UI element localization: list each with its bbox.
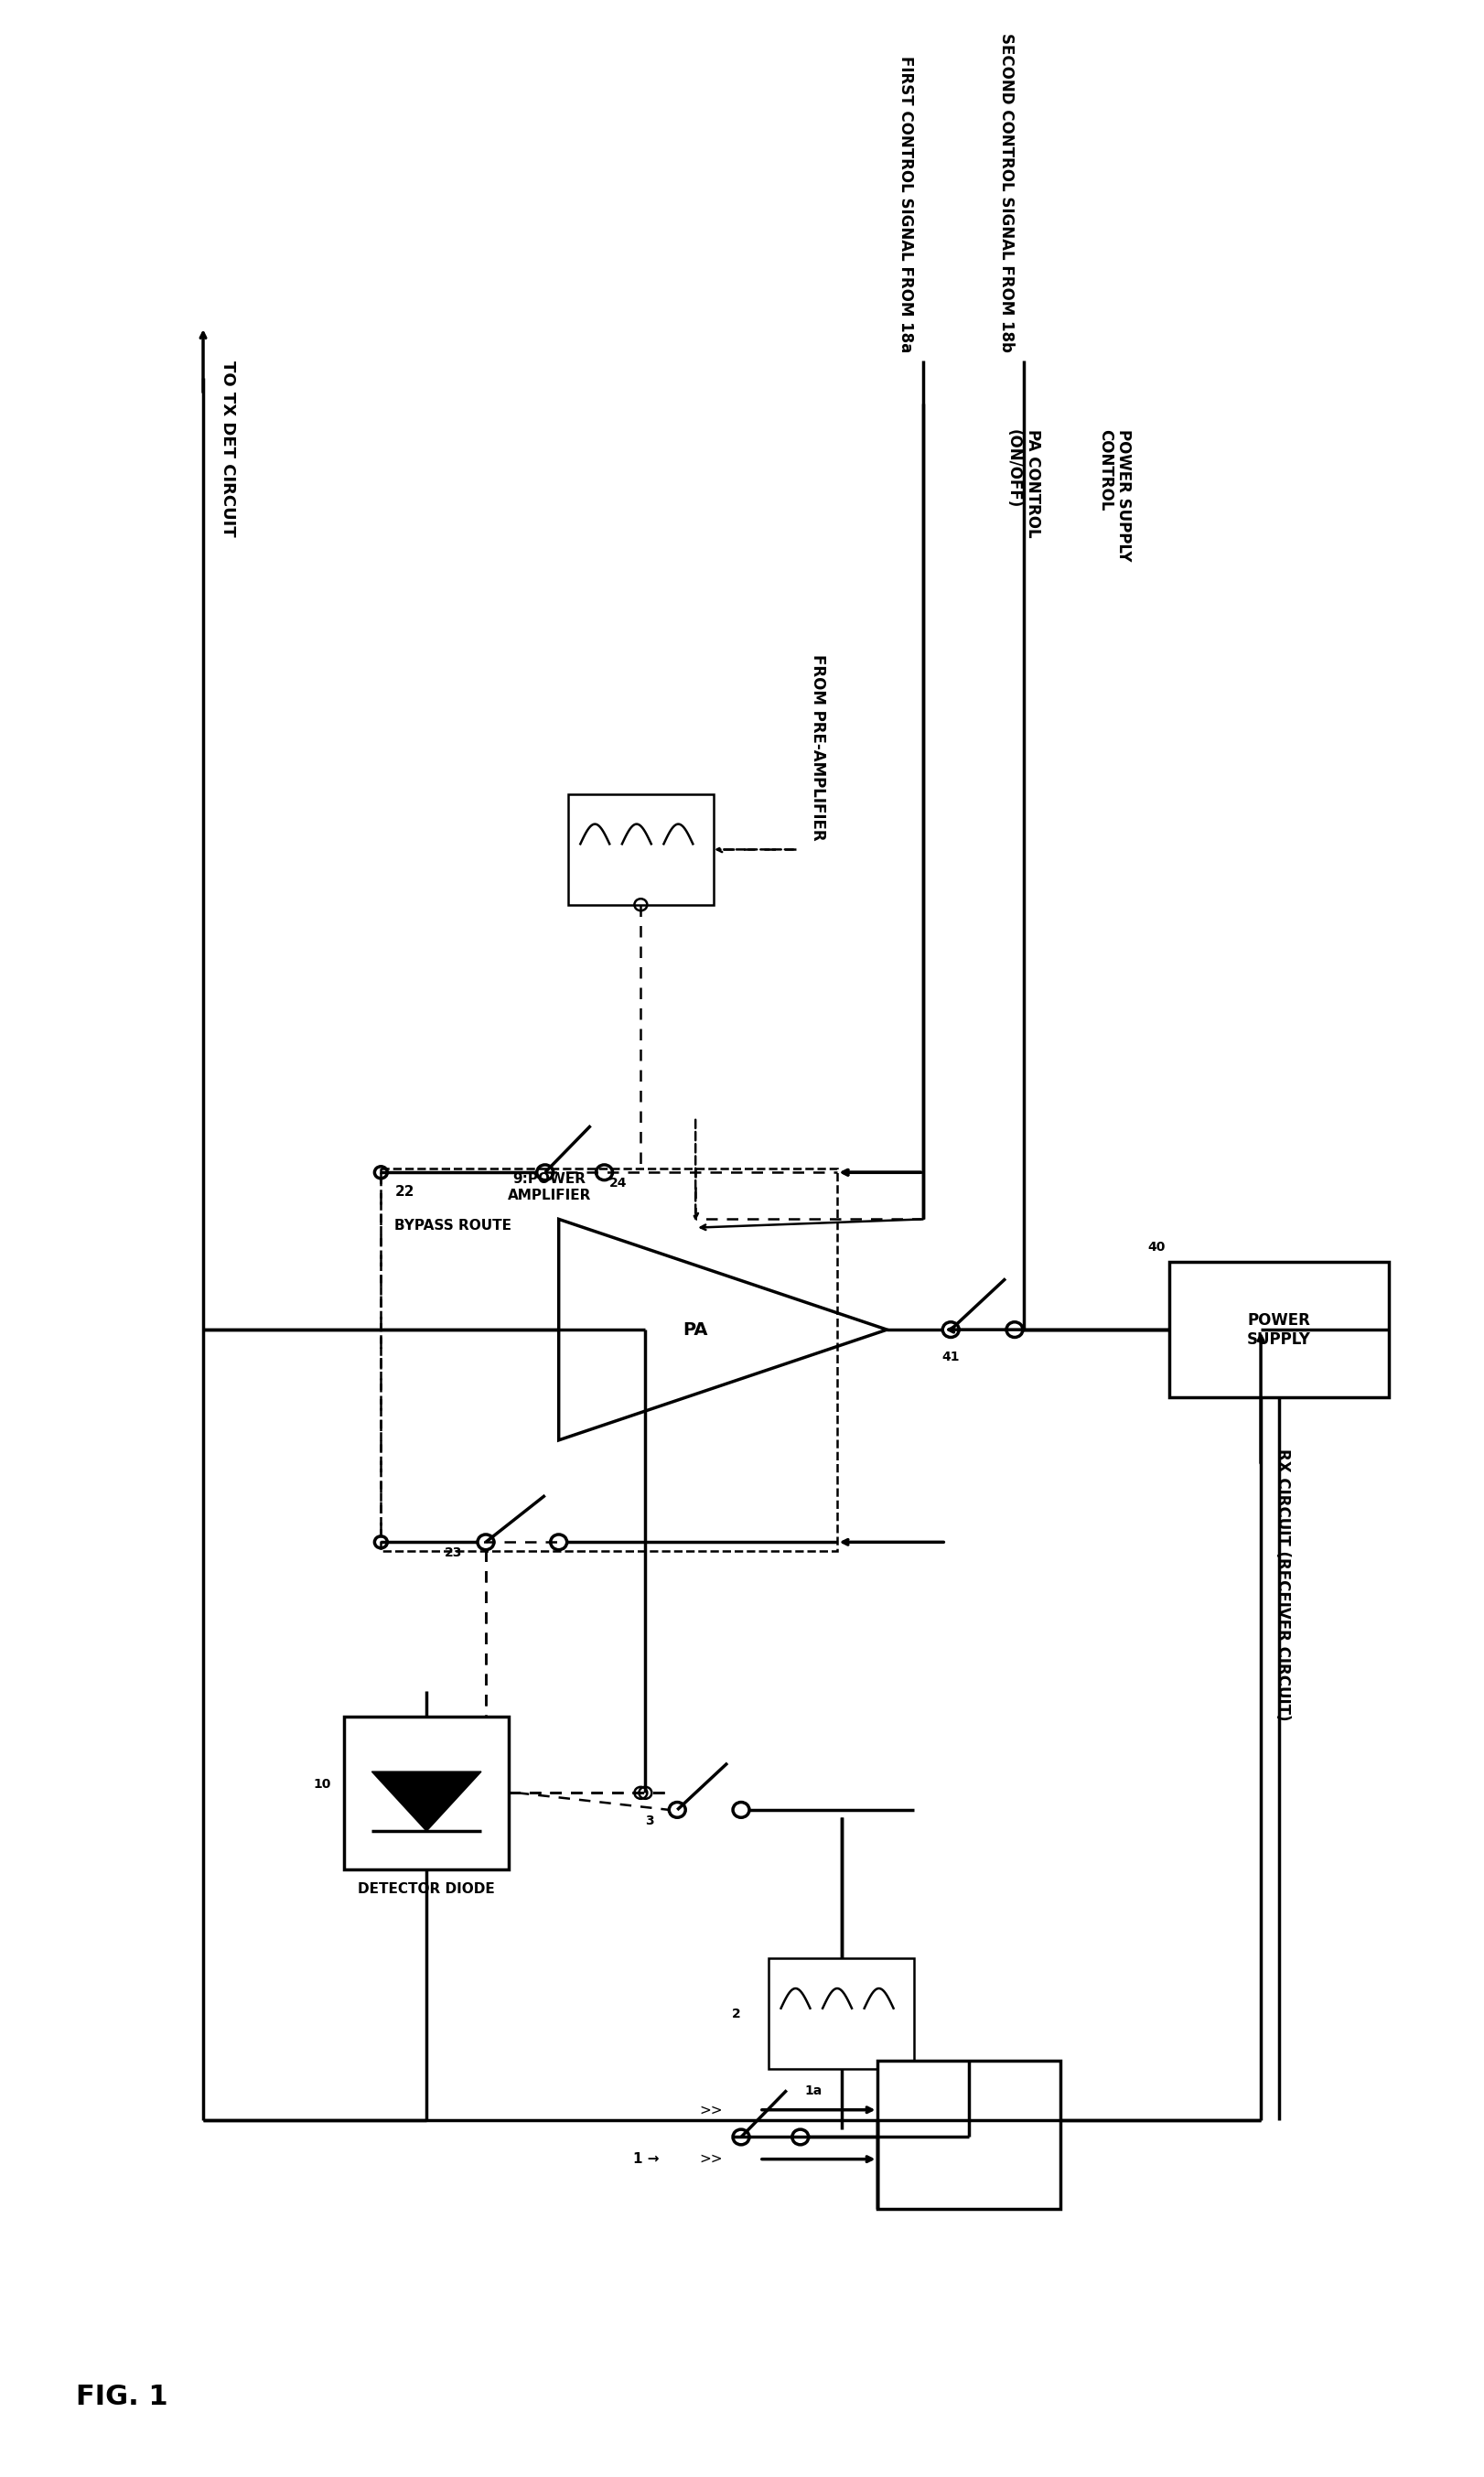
Text: >>: >>	[699, 2153, 723, 2165]
Text: PA: PA	[683, 1320, 708, 1338]
Text: DETECTOR DIODE: DETECTOR DIODE	[358, 1883, 496, 1895]
Text: 41: 41	[942, 1350, 960, 1365]
Bar	[344, 1717, 509, 1870]
Text: 24: 24	[608, 1177, 626, 1189]
Text: 23: 23	[445, 1546, 463, 1558]
Bar	[769, 1959, 914, 2068]
Text: TO TX DET CIRCUIT: TO TX DET CIRCUIT	[220, 362, 236, 538]
Text: FROM PRE-AMPLIFIER: FROM PRE-AMPLIFIER	[809, 654, 827, 842]
Text: POWER SUPPLY
CONTROL: POWER SUPPLY CONTROL	[1097, 429, 1132, 560]
Bar	[381, 1169, 837, 1551]
Text: 1 →: 1 →	[634, 2153, 659, 2165]
Text: 40: 40	[1147, 1241, 1165, 1253]
Text: PA CONTROL
(ON/OFF): PA CONTROL (ON/OFF)	[1006, 429, 1040, 538]
Text: FIG. 1: FIG. 1	[76, 2383, 168, 2410]
Text: RX CIRCUIT (RECEIVER CIRCUIT): RX CIRCUIT (RECEIVER CIRCUIT)	[1275, 1449, 1291, 1722]
Text: 22: 22	[395, 1184, 414, 1199]
Text: POWER
SUPPLY: POWER SUPPLY	[1247, 1313, 1310, 1347]
Text: 10: 10	[313, 1778, 331, 1791]
Text: >>: >>	[699, 2103, 723, 2118]
Bar	[568, 795, 714, 904]
Text: SECOND CONTROL SIGNAL FROM 18b: SECOND CONTROL SIGNAL FROM 18b	[999, 32, 1015, 352]
Bar	[1169, 1261, 1389, 1397]
Text: 1a: 1a	[804, 2086, 822, 2098]
Text: 2: 2	[732, 2006, 741, 2021]
Polygon shape	[372, 1771, 481, 1831]
Text: 9:POWER
AMPLIFIER: 9:POWER AMPLIFIER	[508, 1172, 592, 1201]
Text: BYPASS ROUTE: BYPASS ROUTE	[395, 1219, 512, 1234]
Text: FIRST CONTROL SIGNAL FROM 18a: FIRST CONTROL SIGNAL FROM 18a	[898, 54, 914, 352]
Text: 3: 3	[646, 1813, 654, 1828]
Bar	[879, 2061, 1060, 2209]
